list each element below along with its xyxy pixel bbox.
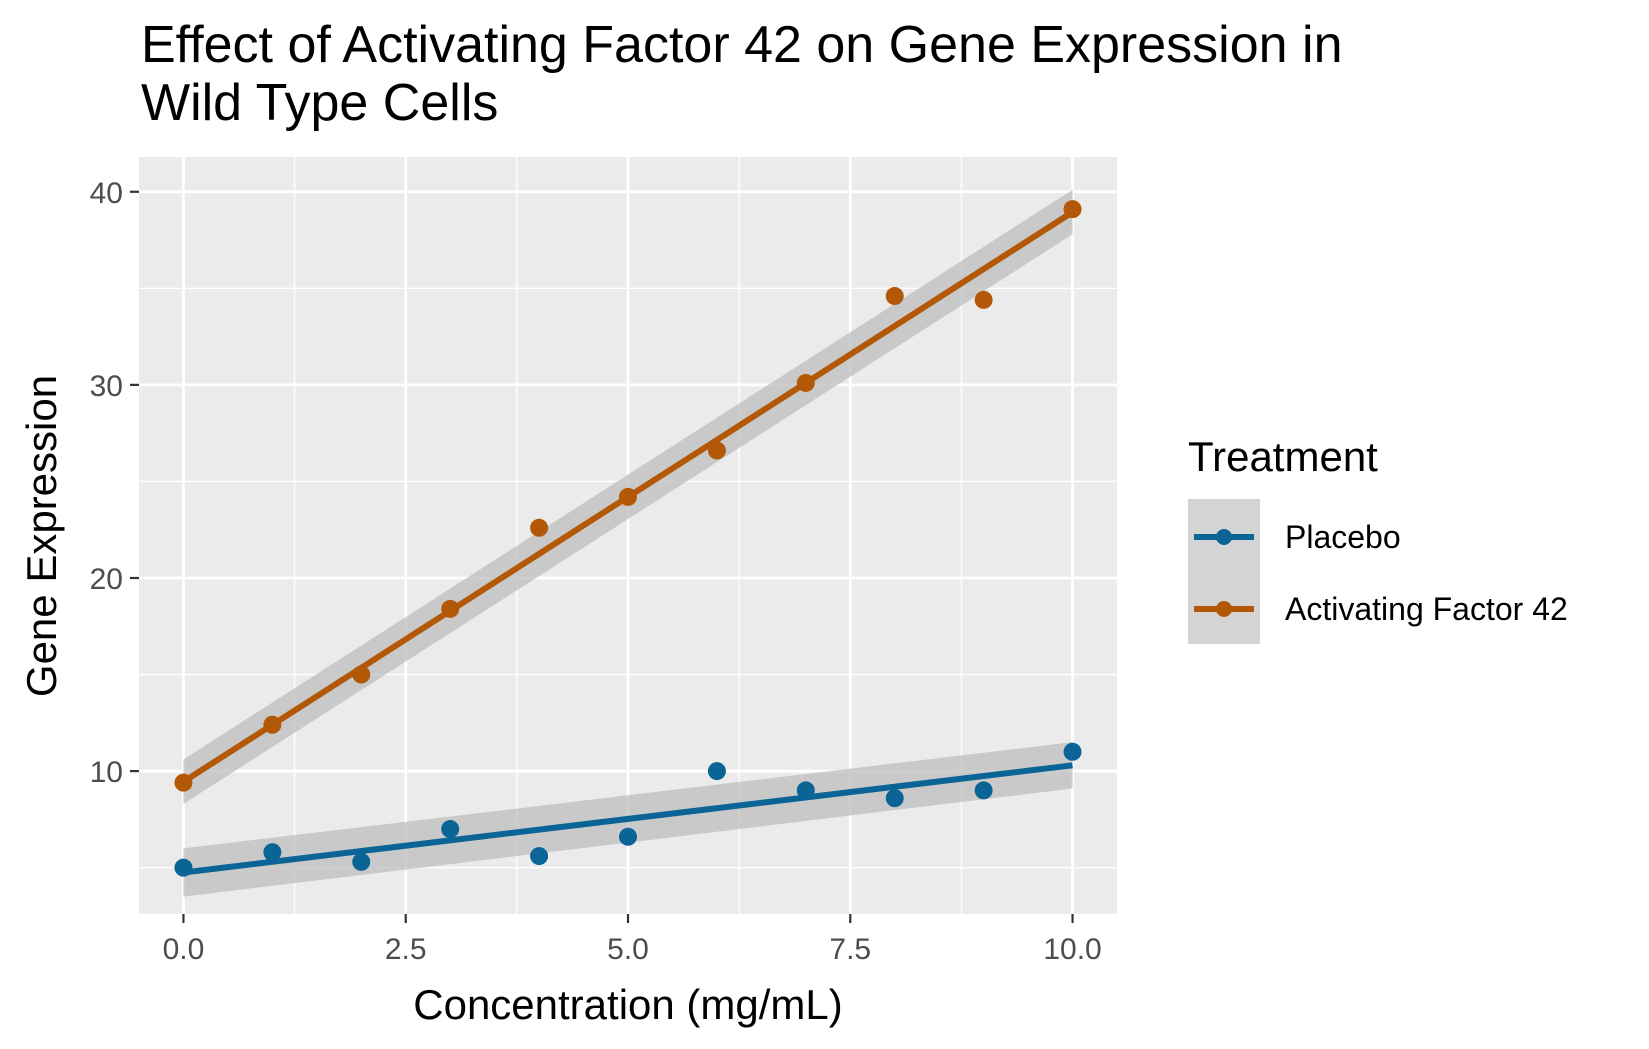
data-point-activating-factor-42 bbox=[974, 290, 993, 309]
x-tick-label: 5.0 bbox=[607, 933, 649, 966]
x-tick-labels: 0.0 2.5 5.0 7.5 10.0 bbox=[163, 933, 1102, 966]
axis-ticks bbox=[130, 190, 1074, 923]
chart-title-line-1: Effect of Activating Factor 42 on Gene E… bbox=[141, 16, 1342, 74]
data-point-placebo bbox=[352, 852, 371, 871]
x-tick-label: 10.0 bbox=[1043, 933, 1101, 966]
legend-label-placebo: Placebo bbox=[1285, 519, 1401, 555]
data-point-activating-factor-42 bbox=[441, 599, 460, 618]
y-tick-label: 20 bbox=[90, 563, 123, 596]
legend-key-point-activating-factor-42 bbox=[1216, 601, 1232, 617]
grid-major bbox=[139, 157, 1117, 914]
y-tick-label: 30 bbox=[90, 370, 123, 403]
y-axis-title: Gene Expression bbox=[18, 375, 65, 697]
data-point-activating-factor-42 bbox=[352, 665, 371, 684]
x-axis-title: Concentration (mg/mL) bbox=[413, 981, 843, 1028]
x-tick-label: 0.0 bbox=[163, 933, 205, 966]
data-point-activating-factor-42 bbox=[619, 487, 637, 506]
legend-key-background bbox=[1188, 499, 1260, 644]
data-point-placebo bbox=[885, 789, 904, 808]
data-point-placebo bbox=[174, 858, 193, 877]
data-point-placebo bbox=[796, 781, 815, 800]
data-point-placebo bbox=[707, 762, 726, 781]
data-point-placebo bbox=[530, 847, 549, 866]
data-point-placebo bbox=[441, 820, 460, 839]
data-point-activating-factor-42 bbox=[796, 373, 815, 392]
legend-label-activating-factor-42: Activating Factor 42 bbox=[1285, 591, 1568, 627]
data-point-placebo bbox=[619, 827, 637, 846]
data-point-activating-factor-42 bbox=[174, 773, 193, 792]
y-tick-label: 40 bbox=[90, 177, 123, 210]
legend-entries: Placebo Activating Factor 42 bbox=[1194, 519, 1568, 627]
data-point-activating-factor-42 bbox=[707, 441, 726, 460]
fit-line-placebo bbox=[183, 762, 1073, 876]
data-point-activating-factor-42 bbox=[1063, 200, 1082, 219]
data-point-activating-factor-42 bbox=[885, 287, 904, 306]
data-point-activating-factor-42 bbox=[530, 518, 549, 537]
data-point-placebo bbox=[974, 781, 993, 800]
y-tick-label: 10 bbox=[90, 756, 123, 789]
data-point-placebo bbox=[263, 843, 282, 862]
data-points bbox=[174, 200, 1082, 877]
chart-title-line-2: Wild Type Cells bbox=[141, 74, 498, 132]
legend: Treatment Placebo Activating Factor 42 bbox=[1188, 433, 1568, 644]
y-tick-labels: 10 20 30 40 bbox=[90, 177, 123, 789]
legend-title: Treatment bbox=[1188, 433, 1378, 480]
x-tick-label: 7.5 bbox=[829, 933, 871, 966]
data-point-placebo bbox=[1063, 742, 1082, 761]
legend-key-point-placebo bbox=[1216, 529, 1232, 545]
x-tick-label: 2.5 bbox=[385, 933, 427, 966]
data-point-activating-factor-42 bbox=[263, 715, 282, 734]
